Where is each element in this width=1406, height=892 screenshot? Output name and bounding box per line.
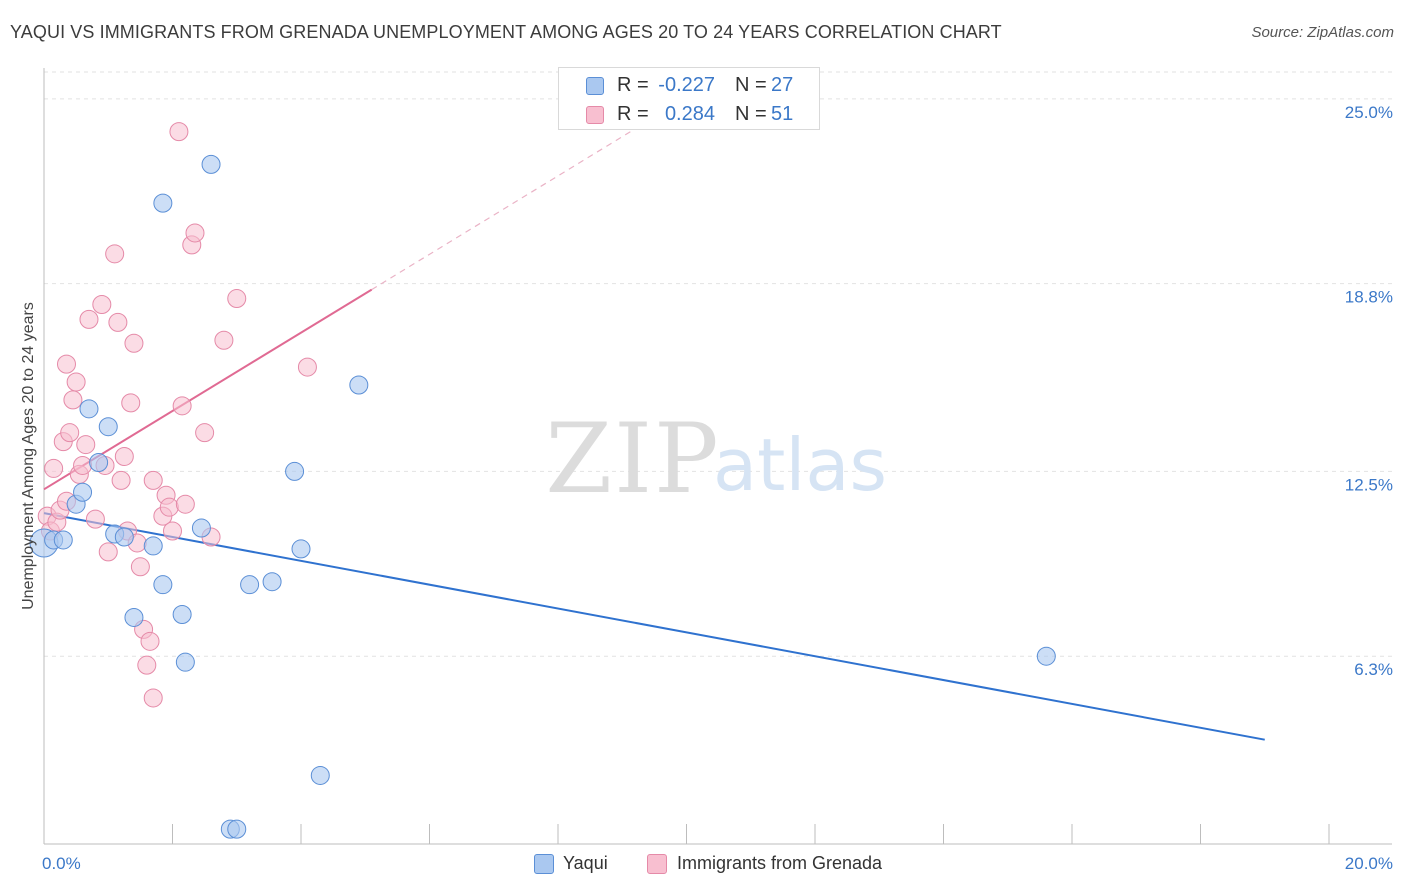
yaqui-point: [98, 417, 118, 437]
yaqui-point: [143, 536, 163, 556]
grenada-point: [98, 542, 118, 562]
grenada-point: [130, 557, 150, 577]
yaqui-point: [172, 604, 192, 624]
yaqui-swatch: [586, 77, 604, 95]
watermark-atlas: atlas: [713, 423, 887, 507]
grenada-point: [297, 357, 317, 377]
yaqui-point: [310, 765, 330, 785]
grenada-point: [66, 372, 86, 392]
data-points: [29, 122, 1056, 839]
grenada-point: [63, 390, 83, 410]
yaqui-point: [262, 572, 282, 592]
legend-label-grenada: Immigrants from Grenada: [677, 853, 883, 873]
yaqui-point: [79, 399, 99, 419]
grenada-point: [92, 294, 112, 314]
grenada-point: [121, 393, 141, 413]
y-axis-label: Unemployment Among Ages 20 to 24 years: [20, 302, 37, 610]
r-value: -0.227: [658, 74, 715, 96]
watermark: ZIP atlas: [545, 403, 887, 515]
grenada-point: [195, 423, 215, 443]
legend-row-yaqui: R = -0.227 N = 27: [559, 71, 819, 101]
yaqui-point: [153, 193, 173, 213]
r-label: R =: [617, 74, 649, 96]
n-value: 27: [771, 74, 794, 96]
r-value: 0.284: [664, 103, 715, 125]
grenada-legend-swatch: [647, 854, 667, 874]
yaqui-point: [53, 530, 73, 550]
grenada-point: [163, 521, 182, 541]
yaqui-point: [153, 575, 173, 595]
grenada-point: [137, 655, 157, 675]
watermark-zip: ZIP: [545, 403, 720, 515]
grenada-point: [159, 497, 179, 517]
chart-title: YAQUI VS IMMIGRANTS FROM GRENADA UNEMPLO…: [10, 22, 1002, 42]
grenada-point: [108, 312, 128, 332]
yaqui-point: [1036, 646, 1056, 666]
yaqui-point: [124, 607, 144, 627]
grenada-point: [105, 244, 125, 264]
grenada-point: [73, 455, 93, 475]
grenada-point: [143, 470, 163, 490]
yaqui-point: [73, 482, 93, 502]
yaqui-point: [349, 375, 369, 395]
grenada-point: [111, 470, 131, 490]
source-credit: Source: ZipAtlas.com: [1251, 24, 1394, 41]
n-label: N =: [735, 103, 767, 125]
yaqui-point: [114, 527, 134, 547]
y-tick-label: 6.3%: [1354, 660, 1393, 679]
n-value: 51: [771, 103, 794, 125]
yaqui-point: [191, 518, 211, 538]
grenada-point: [175, 494, 195, 514]
grenada-swatch: [586, 106, 604, 124]
grenada-point: [172, 396, 192, 416]
yaqui-trend-line: [43, 512, 1265, 741]
grenada-point: [227, 289, 247, 309]
yaqui-point: [240, 575, 260, 595]
grenada-point: [85, 509, 105, 529]
y-tick-label: 12.5%: [1345, 475, 1393, 494]
legend-label-yaqui: Yaqui: [563, 853, 608, 873]
yaqui-point: [285, 461, 305, 481]
tick-labels: 6.3% 12.5% 18.8% 25.0% 0.0% 20.0%: [42, 103, 1393, 873]
grenada-point: [124, 333, 144, 353]
grenada-point: [185, 223, 205, 243]
grenada-point: [76, 435, 96, 455]
grenada-point: [56, 354, 76, 374]
grenada-point: [114, 447, 134, 467]
x-tick-label: 20.0%: [1345, 854, 1393, 873]
yaqui-point: [89, 452, 109, 472]
grenada-point: [143, 688, 163, 708]
grid-lines: [44, 71, 1392, 657]
grenada-point: [60, 423, 80, 443]
grenada-point: [214, 330, 234, 350]
legend-row-grenada: R = 0.284 N = 51: [559, 100, 819, 130]
y-tick-label: 25.0%: [1345, 103, 1393, 122]
yaqui-point: [201, 154, 221, 174]
yaqui-point: [291, 539, 311, 559]
series-legend: Yaqui Immigrants from Grenada: [0, 852, 1406, 876]
y-tick-label: 18.8%: [1345, 288, 1393, 307]
grenada-point: [44, 458, 64, 478]
axes: [43, 68, 1392, 845]
r-label: R =: [617, 103, 649, 125]
yaqui-legend-swatch: [534, 854, 554, 874]
x-tick-label: 0.0%: [42, 854, 81, 873]
n-label: N =: [735, 74, 767, 96]
stats-legend: R = -0.227 N = 27 R = 0.284 N = 51: [558, 67, 820, 130]
grenada-point: [79, 309, 99, 329]
yaqui-point: [175, 652, 195, 672]
yaqui-point: [227, 819, 247, 839]
grenada-point: [140, 631, 160, 651]
grenada-point: [169, 122, 189, 142]
